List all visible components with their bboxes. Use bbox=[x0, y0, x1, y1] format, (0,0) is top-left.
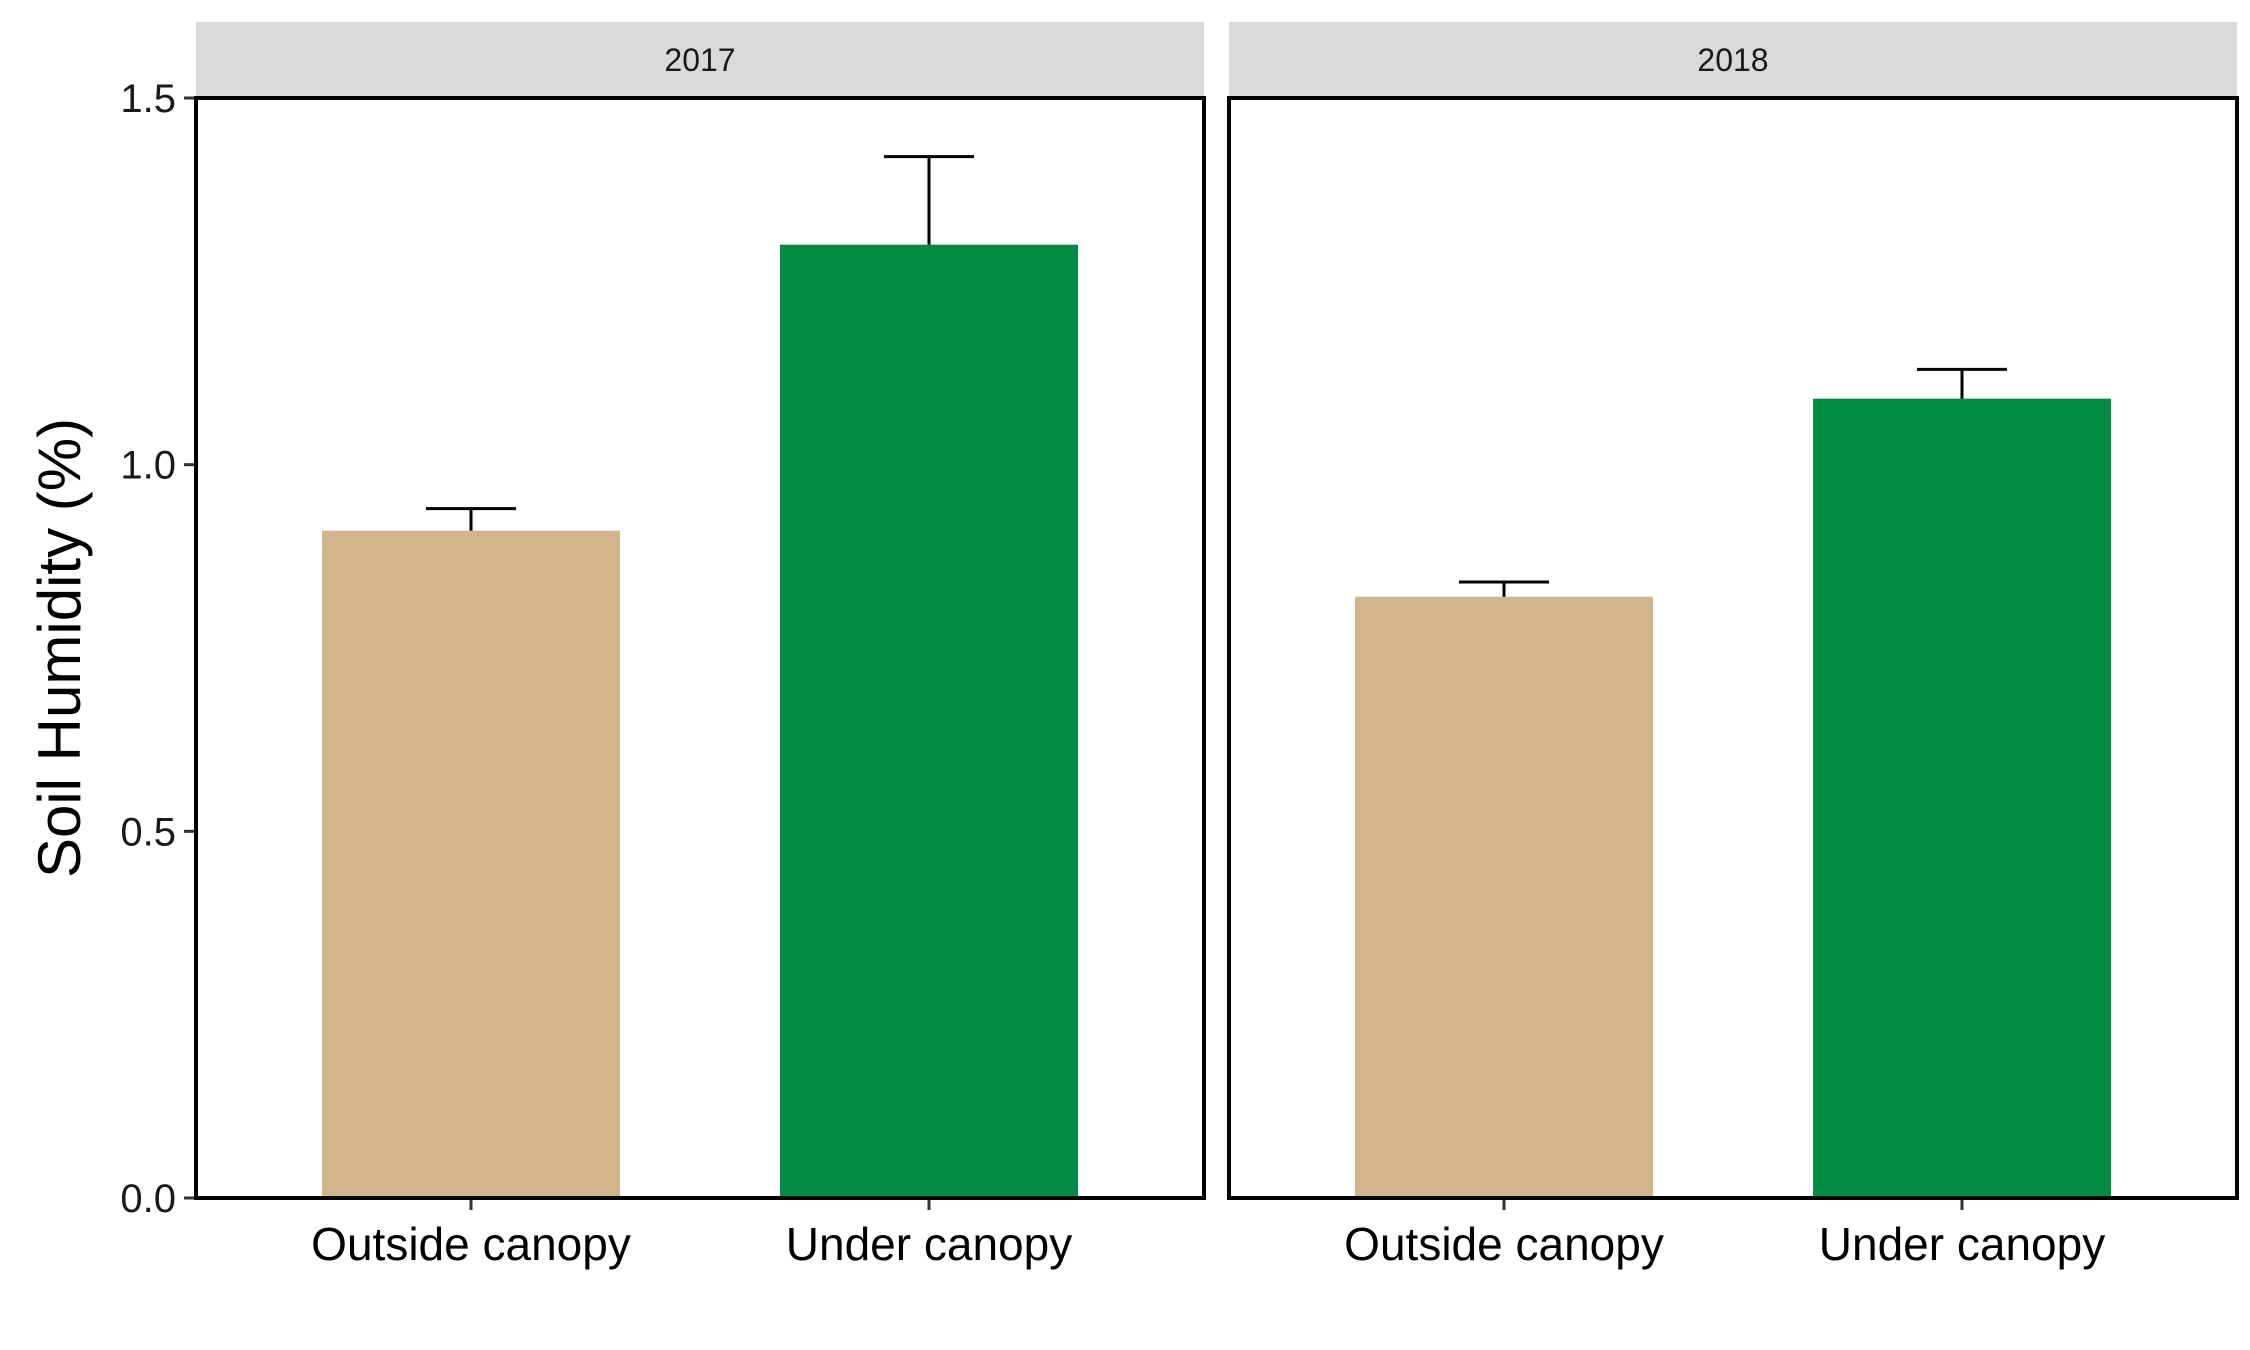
x-tick-label: Outside canopy bbox=[311, 1218, 631, 1270]
panel-2018: 2018 Outside canopy Under canopy bbox=[1227, 22, 2239, 1270]
strip-label: 2018 bbox=[1697, 42, 1768, 78]
panels: 2017 Outside canopy Under canopy 2018 Outsid… bbox=[194, 22, 2239, 1270]
bar bbox=[1355, 596, 1653, 1198]
x-tick-label: Under canopy bbox=[1819, 1218, 2105, 1270]
strip-header bbox=[196, 22, 1204, 98]
panel-border bbox=[194, 96, 1206, 1200]
bar bbox=[780, 244, 1078, 1198]
strip-label: 2017 bbox=[664, 42, 735, 78]
x-tick-label: Outside canopy bbox=[1344, 1218, 1664, 1270]
y-axis-title: Soil Humidity (%) bbox=[26, 418, 93, 878]
bar bbox=[322, 530, 620, 1198]
y-axis: 0.0 0.5 1.0 1.5 bbox=[120, 77, 196, 1221]
x-tick-label: Under canopy bbox=[786, 1218, 1072, 1270]
y-tick-label: 1.0 bbox=[120, 444, 176, 488]
y-tick-label: 0.5 bbox=[120, 810, 176, 854]
panel-border bbox=[1227, 96, 2239, 1200]
y-tick-label: 1.5 bbox=[120, 77, 176, 121]
strip-header bbox=[1229, 22, 2237, 98]
panel-2017: 2017 Outside canopy Under canopy bbox=[194, 22, 1206, 1270]
bar bbox=[1813, 398, 2111, 1199]
y-tick-label: 0.0 bbox=[120, 1177, 176, 1221]
